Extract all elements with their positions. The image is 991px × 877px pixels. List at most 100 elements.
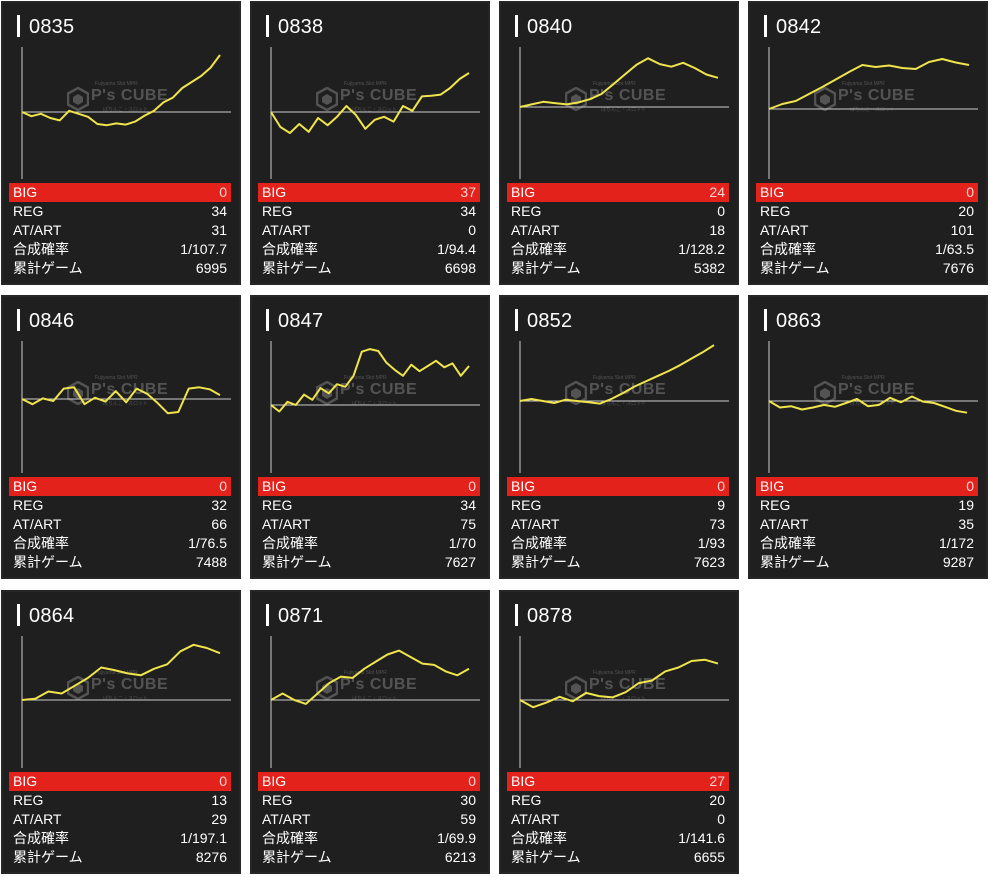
total-games-label: 累計ゲーム [511,260,581,276]
machine-number: 0863 [776,310,822,332]
total-games-label: 累計ゲーム [262,554,332,570]
machine-card-0864[interactable]: 0864 Fujiyama Slot MPR P's CUBE ぱちんこ・スロッ… [1,590,241,874]
watermark-bottom-text: ぱちんこ・スロット [352,401,398,407]
machine-card-0846[interactable]: 0846 Fujiyama Slot MPR P's CUBE ぱちんこ・スロッ… [1,295,241,579]
big-value: 37 [460,184,476,200]
at-art-row: AT/ART 75 [258,515,480,534]
watermark-logo: Fujiyama Slot MPR P's CUBE ぱちんこ・スロット [316,79,426,119]
reg-value: 9 [717,497,725,513]
payout-chart [270,341,480,473]
combined-rate-value: 1/172 [938,535,974,551]
machine-card-0871[interactable]: 0871 Fujiyama Slot MPR P's CUBE ぱちんこ・スロッ… [250,590,490,874]
reg-label: REG [511,203,542,219]
watermark-brand: P's CUBE [340,676,418,693]
total-games-label: 累計ゲーム [511,849,581,865]
at-art-value: 75 [460,516,476,532]
payout-line [21,643,221,701]
total-games-row: 累計ゲーム 6213 [258,848,480,867]
watermark-top-text: Fujiyama Slot MPR [593,375,636,381]
reg-value: 34 [460,497,476,513]
combined-rate-value: 1/107.7 [180,241,227,257]
watermark-top-text: Fujiyama Slot MPR [95,670,138,676]
combined-rate-row: 合成確率 1/76.5 [9,534,231,553]
total-games-value: 6655 [693,849,725,865]
combined-rate-row: 合成確率 1/172 [756,534,978,553]
reg-value: 20 [958,203,974,219]
reg-value: 0 [717,203,725,219]
payout-chart [21,636,231,768]
machine-card-0847[interactable]: 0847 Fujiyama Slot MPR P's CUBE ぱちんこ・スロッ… [250,295,490,579]
big-row: BIG 0 [258,772,480,791]
payout-chart [519,636,729,768]
watermark-logo: Fujiyama Slot MPR P's CUBE ぱちんこ・スロット [814,373,924,413]
reg-row: REG 32 [9,496,231,515]
at-art-value: 101 [950,222,974,238]
combined-rate-label: 合成確率 [262,830,318,846]
machine-card-0835[interactable]: 0835 Fujiyama Slot MPR P's CUBE ぱちんこ・スロッ… [1,1,241,285]
at-art-label: AT/ART [511,811,560,827]
machine-number: 0842 [776,16,822,38]
big-label: BIG [13,184,38,200]
watermark-brand: P's CUBE [91,87,169,104]
machine-number: 0838 [278,16,324,38]
big-row: BIG 0 [9,477,231,496]
machine-number: 0840 [527,16,573,38]
machine-number: 0864 [29,605,75,627]
payout-chart [21,341,231,473]
reg-row: REG 19 [756,496,978,515]
big-label: BIG [13,478,38,494]
watermark-logo: Fujiyama Slot MPR P's CUBE ぱちんこ・スロット [814,79,924,119]
at-art-row: AT/ART 18 [507,221,729,240]
at-art-value: 35 [958,516,974,532]
big-label: BIG [13,773,38,789]
cube-logo-icon [67,87,89,111]
cube-logo-icon [814,87,836,111]
total-games-label: 累計ゲーム [760,554,830,570]
at-art-value: 0 [468,222,476,238]
machine-card-0878[interactable]: 0878 Fujiyama Slot MPR P's CUBE ぱちんこ・スロッ… [499,590,739,874]
machine-number: 0871 [278,605,324,627]
reg-label: REG [13,203,44,219]
title-marker [17,604,20,626]
big-value: 0 [966,478,974,494]
payout-line [21,54,221,127]
watermark-brand: P's CUBE [589,87,667,104]
title-marker [764,309,767,331]
watermark-logo: Fujiyama Slot MPR P's CUBE ぱちんこ・スロット [316,668,426,708]
total-games-row: 累計ゲーム 7623 [507,553,729,572]
machine-card-0840[interactable]: 0840 Fujiyama Slot MPR P's CUBE ぱちんこ・スロッ… [499,1,739,285]
watermark-bottom-text: ぱちんこ・スロット [601,107,647,113]
payout-line [519,658,719,709]
watermark-top-text: Fujiyama Slot MPR [344,670,387,676]
at-art-label: AT/ART [511,516,560,532]
watermark-bottom-text: ぱちんこ・スロット [850,401,896,407]
cube-logo-icon [814,381,836,405]
at-art-value: 66 [211,516,227,532]
payout-line [519,344,715,405]
machine-card-0838[interactable]: 0838 Fujiyama Slot MPR P's CUBE ぱちんこ・スロッ… [250,1,490,285]
combined-rate-value: 1/70 [448,535,476,551]
total-games-row: 累計ゲーム 7627 [258,553,480,572]
big-label: BIG [511,478,536,494]
reg-label: REG [511,792,542,808]
machine-card-0842[interactable]: 0842 Fujiyama Slot MPR P's CUBE ぱちんこ・スロッ… [748,1,988,285]
payout-chart [519,341,729,473]
reg-value: 30 [460,792,476,808]
reg-row: REG 20 [507,791,729,810]
combined-rate-row: 合成確率 1/69.9 [258,829,480,848]
reg-label: REG [13,792,44,808]
watermark-bottom-text: ぱちんこ・スロット [601,696,647,702]
big-value: 0 [219,773,227,789]
machine-card-0863[interactable]: 0863 Fujiyama Slot MPR P's CUBE ぱちんこ・スロッ… [748,295,988,579]
reg-row: REG 13 [9,791,231,810]
big-label: BIG [262,773,287,789]
payout-chart [768,341,978,473]
at-art-value: 29 [211,811,227,827]
watermark-bottom-text: ぱちんこ・スロット [352,696,398,702]
big-row: BIG 27 [507,772,729,791]
total-games-value: 9287 [942,554,974,570]
reg-label: REG [511,497,542,513]
title-marker [17,309,20,331]
machine-card-0852[interactable]: 0852 Fujiyama Slot MPR P's CUBE ぱちんこ・スロッ… [499,295,739,579]
total-games-value: 6698 [444,260,476,276]
